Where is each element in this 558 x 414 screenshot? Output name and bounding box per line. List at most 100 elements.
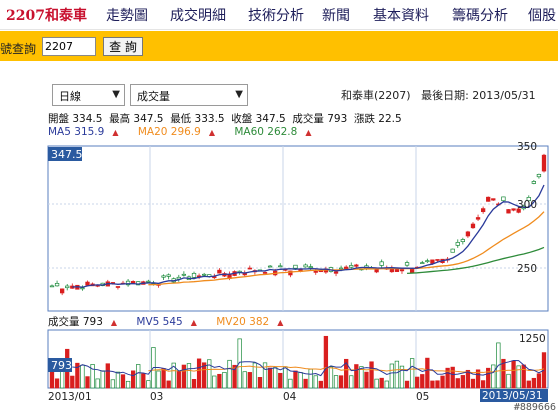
ma5-text: MA5 315.9 (48, 126, 105, 138)
date-tag: 2013/05/31 (482, 390, 543, 402)
stock-info: 和泰車(2207) 最後日期: 2013/05/31 (341, 87, 536, 103)
nav-stock[interactable]: 個股 (528, 8, 556, 24)
up-triangle-icon: ▲ (305, 128, 312, 137)
volume-bar (85, 376, 90, 389)
candle-body (349, 265, 354, 268)
candle-body (267, 265, 273, 268)
ma20-label: MA20 296.9 ▲ (138, 126, 223, 138)
ma60-text: MA60 262.8 (234, 126, 298, 138)
volume-bar (156, 370, 161, 389)
volume-bar (516, 365, 521, 389)
volume-bar (415, 376, 420, 389)
up-triangle-icon: ▲ (112, 128, 119, 137)
nav-trend[interactable]: 走勢圖 (106, 8, 148, 24)
stock-name: 和泰車(2207) (341, 89, 411, 102)
volume-bar (166, 380, 171, 389)
volume-bar (364, 371, 369, 389)
volume-bar (491, 364, 496, 389)
candle-body (394, 269, 400, 272)
candle-body (54, 283, 60, 287)
search-label: 號查詢 (0, 42, 37, 56)
ohlc-readout: 開盤 334.5 最高 347.5 最低 333.5 收盤 347.5 成交量 … (48, 111, 402, 126)
volume-bar (486, 367, 491, 389)
date-tag-bg (480, 389, 548, 402)
candle-body (125, 280, 131, 286)
candle-body (303, 264, 308, 268)
volume-bar (399, 365, 405, 389)
volume-bar (136, 364, 141, 389)
stock-brand[interactable]: 2207和泰車 (6, 8, 87, 24)
chevron-down-icon: ▼ (235, 89, 243, 100)
candle-body (49, 285, 55, 288)
indicator-select[interactable]: 成交量 ▼ (130, 84, 248, 106)
search-button[interactable]: 查 詢 (103, 37, 143, 56)
volume-legend: 成交量 793 ▲ MV5 545 ▲ MV20 382 ▲ (48, 314, 299, 329)
volume-bars (49, 335, 547, 389)
candle-body (470, 223, 476, 229)
last-date: 最後日期: 2013/05/31 (421, 89, 536, 102)
volume-bar (455, 378, 460, 389)
volume-bar (354, 364, 359, 389)
volume-bar (501, 358, 506, 389)
volume-bar (222, 371, 227, 389)
volume-bar (212, 375, 217, 389)
volume-bar (511, 360, 516, 389)
volume-bar (267, 367, 273, 389)
volume-bar (384, 380, 389, 389)
volume-bar (470, 378, 476, 389)
candle-body (501, 196, 506, 202)
ma60-label: MA60 262.8 ▲ (234, 126, 319, 138)
nav-trade-details[interactable]: 成交明細 (170, 8, 226, 24)
indicator-value: 成交量 (137, 90, 170, 103)
volume-bar (349, 375, 354, 389)
volume-bar (338, 375, 344, 389)
volume-bar (308, 368, 313, 389)
stock-code-input[interactable] (42, 37, 96, 56)
candle-body (425, 260, 430, 263)
candle-body (354, 264, 359, 267)
candle-body (288, 270, 293, 276)
y-label-1250: 1250 (519, 333, 546, 345)
volume-bar (475, 369, 481, 389)
volume-bar (186, 363, 192, 389)
x-label-may: 05 (416, 391, 429, 403)
volume-tag: 793 (51, 359, 72, 372)
candle-body (202, 273, 207, 276)
candle-body (531, 181, 537, 184)
mv5-line (72, 359, 545, 377)
candle-body (536, 173, 542, 178)
candle-body (278, 265, 283, 268)
y-label-300: 300 (517, 199, 537, 211)
ma20-text: MA20 296.9 (137, 126, 201, 138)
volume-bar (409, 358, 415, 389)
nav-news[interactable]: 新聞 (322, 8, 350, 24)
volume-bar (217, 373, 222, 389)
search-bar: 號查詢 查 詢 (0, 31, 558, 61)
volume-bar (120, 374, 126, 389)
volume-bar (344, 358, 349, 389)
nav-technical[interactable]: 技術分析 (248, 8, 304, 24)
candle-body (262, 272, 268, 274)
candle-body (399, 269, 405, 272)
volume-bar (125, 380, 131, 389)
volume-bar (262, 362, 268, 389)
candle-body (460, 239, 465, 242)
candle-body (80, 287, 85, 290)
x-label-apr: 04 (283, 391, 297, 403)
volume-bar (257, 377, 263, 389)
volume-bar (531, 377, 537, 389)
candle-body (430, 259, 435, 264)
candle-body (333, 271, 339, 274)
candle-body (516, 208, 521, 213)
candle-body (217, 269, 222, 274)
volume-bar (460, 375, 465, 389)
period-select[interactable]: 日線 ▼ (52, 84, 125, 106)
close-value: 收盤 347.5 (231, 113, 286, 125)
nav-basic-info[interactable]: 基本資料 (373, 8, 429, 24)
volume-bar (141, 373, 146, 389)
ma5-line (72, 184, 545, 288)
y-label-350: 350 (517, 141, 537, 153)
nav-chip-analysis[interactable]: 籌碼分析 (452, 8, 508, 24)
candle-body (511, 208, 516, 211)
